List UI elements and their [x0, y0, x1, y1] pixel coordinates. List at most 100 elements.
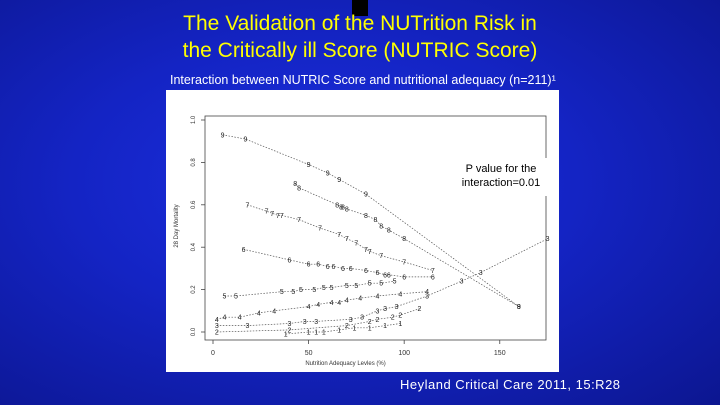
data-point-5-8: 5	[345, 283, 349, 290]
data-point-9-6: 9	[517, 304, 521, 311]
data-point-2-0: 2	[215, 330, 219, 337]
trend-line-9	[222, 134, 520, 307]
data-point-7-6: 7	[318, 226, 322, 233]
data-point-4-1: 4	[223, 315, 227, 322]
data-point-6-6: 6	[341, 266, 345, 273]
x-tick-label-2: 100	[398, 350, 410, 357]
data-point-4-0: 4	[215, 317, 219, 324]
data-point-8-7: 8	[374, 217, 378, 224]
y-tick-label-5: 1.0	[191, 115, 197, 124]
data-point-2-1: 2	[288, 327, 292, 334]
data-point-5-6: 5	[322, 285, 326, 292]
data-point-8-0: 8	[293, 181, 297, 188]
data-point-6-3: 6	[316, 262, 320, 269]
data-point-3-4: 3	[314, 319, 318, 326]
data-point-1-2: 1	[314, 330, 318, 337]
y-tick-label-1: 0.2	[191, 285, 197, 294]
title-line-2: the Critically ill Score (NUTRIC Score)	[182, 39, 538, 62]
mortality-scatter-chart: 0 50 100 150 0.0 0.2 0.4 0.6 0.8 1.0 Nutrition Ade…	[174, 115, 552, 367]
data-point-3-5: 3	[349, 317, 353, 324]
data-point-5-12: 5	[393, 279, 397, 286]
data-point-1-5: 1	[353, 325, 357, 332]
data-point-7-7: 7	[337, 232, 341, 239]
trend-line-5	[224, 280, 395, 297]
data-point-2-2: 2	[345, 323, 349, 330]
data-point-5-11: 5	[379, 281, 383, 288]
data-point-8-5: 8	[345, 207, 349, 214]
data-point-3-13: 3	[546, 236, 550, 243]
data-point-6-5: 6	[331, 264, 335, 271]
data-point-3-9: 3	[395, 304, 399, 311]
data-point-8-3: 8	[339, 204, 343, 211]
data-point-3-1: 3	[245, 323, 249, 330]
data-point-1-6: 1	[368, 325, 372, 332]
data-point-7-2: 7	[270, 211, 274, 218]
data-point-4-5: 4	[307, 304, 311, 311]
data-point-7-10: 7	[364, 247, 368, 254]
data-point-8-11: 8	[517, 304, 521, 311]
data-point-7-13: 7	[402, 260, 406, 267]
y-axis-label: 28 Day Mortality	[174, 204, 180, 247]
data-point-1-8: 1	[398, 321, 402, 328]
data-point-9-5: 9	[364, 192, 368, 199]
data-point-4-6: 4	[316, 302, 320, 309]
annotation-box	[450, 158, 552, 196]
trend-line-8	[294, 183, 520, 307]
data-point-4-11: 4	[375, 293, 379, 300]
data-point-4-7: 4	[330, 300, 334, 307]
data-point-7-11: 7	[368, 249, 372, 256]
data-point-9-2: 9	[307, 162, 311, 169]
data-point-5-2: 5	[280, 289, 284, 296]
data-point-9-1: 9	[244, 137, 248, 144]
data-point-4-8: 4	[337, 300, 341, 307]
data-point-7-1: 7	[265, 209, 269, 216]
data-point-8-2: 8	[335, 202, 339, 209]
data-point-8-9: 8	[387, 228, 391, 235]
data-point-2-6: 2	[398, 313, 402, 320]
data-point-6-12: 6	[402, 274, 406, 281]
data-point-6-11: 6	[387, 272, 391, 279]
data-point-8-8: 8	[379, 224, 383, 231]
data-point-4-4: 4	[272, 308, 276, 315]
title-line-1: The Validation of the NUTrition Risk in	[183, 12, 537, 35]
data-point-9-3: 9	[326, 171, 330, 178]
data-point-6-1: 6	[288, 257, 292, 264]
data-point-1-7: 1	[383, 323, 387, 330]
data-point-5-0: 5	[223, 293, 227, 300]
trend-line-6	[243, 248, 433, 278]
data-point-3-0: 3	[215, 323, 219, 330]
trend-line-2	[216, 308, 420, 333]
data-point-7-4: 7	[280, 213, 284, 220]
data-point-4-9: 4	[345, 298, 349, 305]
data-point-2-4: 2	[375, 317, 379, 324]
data-point-6-10: 6	[383, 272, 387, 279]
data-point-3-12: 3	[479, 270, 483, 277]
data-point-3-8: 3	[383, 306, 387, 313]
data-point-7-9: 7	[354, 240, 358, 247]
data-point-8-10: 8	[402, 236, 406, 243]
data-point-7-5: 7	[297, 217, 301, 224]
data-point-3-6: 3	[360, 315, 364, 322]
citation: Heyland Critical Care 2011, 15:R28	[400, 377, 621, 392]
x-tick-label-3: 150	[494, 350, 506, 357]
data-point-5-4: 5	[299, 287, 303, 294]
data-point-1-3: 1	[322, 330, 326, 337]
plot-panel: 0 50 100 150 0.0 0.2 0.4 0.6 0.8 1.0 Nutrition Ade…	[166, 90, 559, 372]
data-point-5-9: 5	[354, 283, 358, 290]
trend-line-7	[247, 204, 433, 271]
top-bar	[352, 0, 368, 16]
data-point-6-4: 6	[326, 264, 330, 271]
data-point-4-12: 4	[398, 291, 402, 298]
data-point-7-12: 7	[379, 253, 383, 260]
annotation-line-2: interaction=0.01	[462, 177, 541, 189]
x-tick-label-0: 0	[211, 350, 215, 357]
data-point-3-10: 3	[425, 293, 429, 300]
data-point-2-5: 2	[391, 315, 395, 322]
data-point-2-3: 2	[368, 319, 372, 326]
data-point-9-0: 9	[221, 132, 225, 139]
x-axis-label: Nutrition Adequacy Levles (%)	[305, 361, 385, 367]
data-point-6-13: 6	[431, 274, 435, 281]
data-point-5-5: 5	[312, 287, 316, 294]
data-point-6-8: 6	[364, 268, 368, 275]
data-point-4-2: 4	[238, 315, 242, 322]
